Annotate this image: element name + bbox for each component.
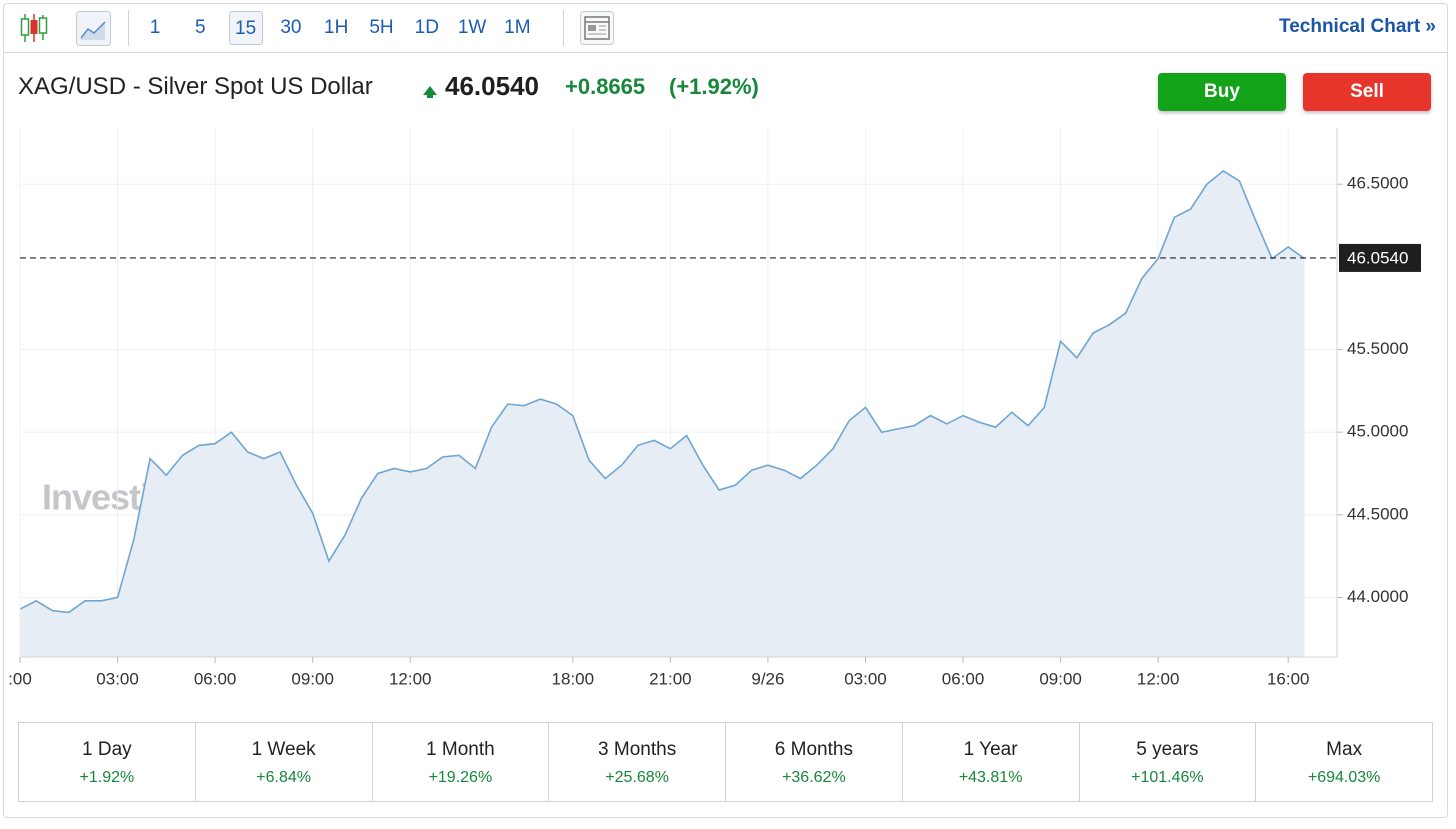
performance-cell[interactable]: 1 Year +43.81% xyxy=(903,723,1080,801)
period-label: 6 Months xyxy=(774,739,853,760)
area-chart-icon[interactable] xyxy=(76,11,111,46)
performance-cell[interactable]: 6 Months +36.62% xyxy=(726,723,903,801)
last-price: 46.0540 xyxy=(445,71,539,101)
y-tick-label: 46.5000 xyxy=(1347,174,1408,193)
period-label: 1 Month xyxy=(426,739,495,760)
interval-button[interactable]: 1W xyxy=(457,17,487,38)
performance-table: 1 Day +1.92% 1 Week +6.84% 1 Month +19.26% 3 M… xyxy=(18,722,1433,802)
performance-cell[interactable]: 3 Months +25.68% xyxy=(549,723,726,801)
x-tick-label: 18:00 xyxy=(552,669,595,688)
x-tick-label: 9/26 xyxy=(751,669,784,688)
x-tick-label: 12:00 xyxy=(389,669,432,688)
period-label: Max xyxy=(1326,739,1363,760)
x-tick-label: 12:00 xyxy=(1137,669,1180,688)
area-fill xyxy=(20,171,1305,657)
performance-cell[interactable]: 1 Month +19.26% xyxy=(373,723,550,801)
y-tick-label: 45.0000 xyxy=(1347,422,1408,441)
x-tick-label: 03:00 xyxy=(96,669,139,688)
interval-group: 1 5 15 30 1H 5H 1D 1W 1M xyxy=(138,11,546,45)
plot-area: Investing.com:0003:0006:0009:0012:0018:0… xyxy=(8,128,1421,688)
candlestick-icon[interactable] xyxy=(20,14,48,42)
performance-cell[interactable]: 5 years +101.46% xyxy=(1080,723,1257,801)
period-change: +36.62% xyxy=(782,769,846,786)
toolbar-divider xyxy=(4,52,1448,53)
x-tick-label: :00 xyxy=(8,669,32,688)
y-tick-label: 45.5000 xyxy=(1347,339,1408,358)
news-icon[interactable] xyxy=(580,11,614,45)
y-tick-label: 44.5000 xyxy=(1347,504,1408,523)
reference-label-box xyxy=(1339,243,1421,272)
technical-chart-link[interactable]: Technical Chart » xyxy=(1279,16,1436,37)
period-label: 1 Day xyxy=(82,739,132,760)
up-arrow-icon xyxy=(423,86,437,98)
interval-button[interactable]: 1D xyxy=(414,17,439,38)
interval-button[interactable]: 30 xyxy=(280,17,302,38)
performance-cell[interactable]: 1 Week +6.84% xyxy=(196,723,373,801)
interval-button[interactable]: 1 xyxy=(149,17,161,38)
x-tick-label: 06:00 xyxy=(194,669,237,688)
performance-cell[interactable]: 1 Day +1.92% xyxy=(19,723,196,801)
period-change: +1.92% xyxy=(79,769,135,786)
reference-label: 46.0540 xyxy=(1347,248,1408,267)
period-change: +6.84% xyxy=(256,769,311,786)
x-tick-label: 03:00 xyxy=(844,669,887,688)
toolbar-separator xyxy=(128,10,129,46)
interval-button[interactable]: 1H xyxy=(324,17,349,38)
interval-button[interactable]: 5H xyxy=(369,17,394,38)
period-change: +25.68% xyxy=(605,769,669,786)
performance-cell[interactable]: Max +694.03% xyxy=(1256,723,1432,801)
x-tick-label: 21:00 xyxy=(649,669,692,688)
period-label: 3 Months xyxy=(598,739,677,760)
interval-button[interactable]: 15 xyxy=(228,11,263,45)
widget-frame xyxy=(3,3,1448,818)
x-tick-label: 09:00 xyxy=(291,669,334,688)
period-label: 1 Week xyxy=(251,739,316,760)
period-change: +101.46% xyxy=(1131,769,1204,786)
sell-button[interactable]: Sell xyxy=(1303,73,1431,111)
period-change: +43.81% xyxy=(958,769,1023,786)
period-label: 1 Year xyxy=(963,739,1018,760)
price-change-percent: (+1.92%) xyxy=(669,74,759,99)
buy-button[interactable]: Buy xyxy=(1158,73,1286,111)
interval-button[interactable]: 5 xyxy=(195,17,206,38)
period-change: +19.26% xyxy=(428,769,493,786)
instrument-name: XAG/USD - Silver Spot US Dollar xyxy=(18,73,373,100)
toolbar-separator xyxy=(563,10,564,46)
x-tick-label: 06:00 xyxy=(942,669,985,688)
interval-button[interactable]: 1M xyxy=(504,17,531,38)
period-label: 5 years xyxy=(1136,739,1199,760)
x-tick-label: 16:00 xyxy=(1267,669,1310,688)
price-line xyxy=(19,170,1305,614)
y-tick-label: 44.0000 xyxy=(1347,587,1408,606)
period-change: +694.03% xyxy=(1307,769,1381,786)
price-change: +0.8665 xyxy=(565,74,646,99)
x-tick-label: 09:00 xyxy=(1039,669,1082,688)
